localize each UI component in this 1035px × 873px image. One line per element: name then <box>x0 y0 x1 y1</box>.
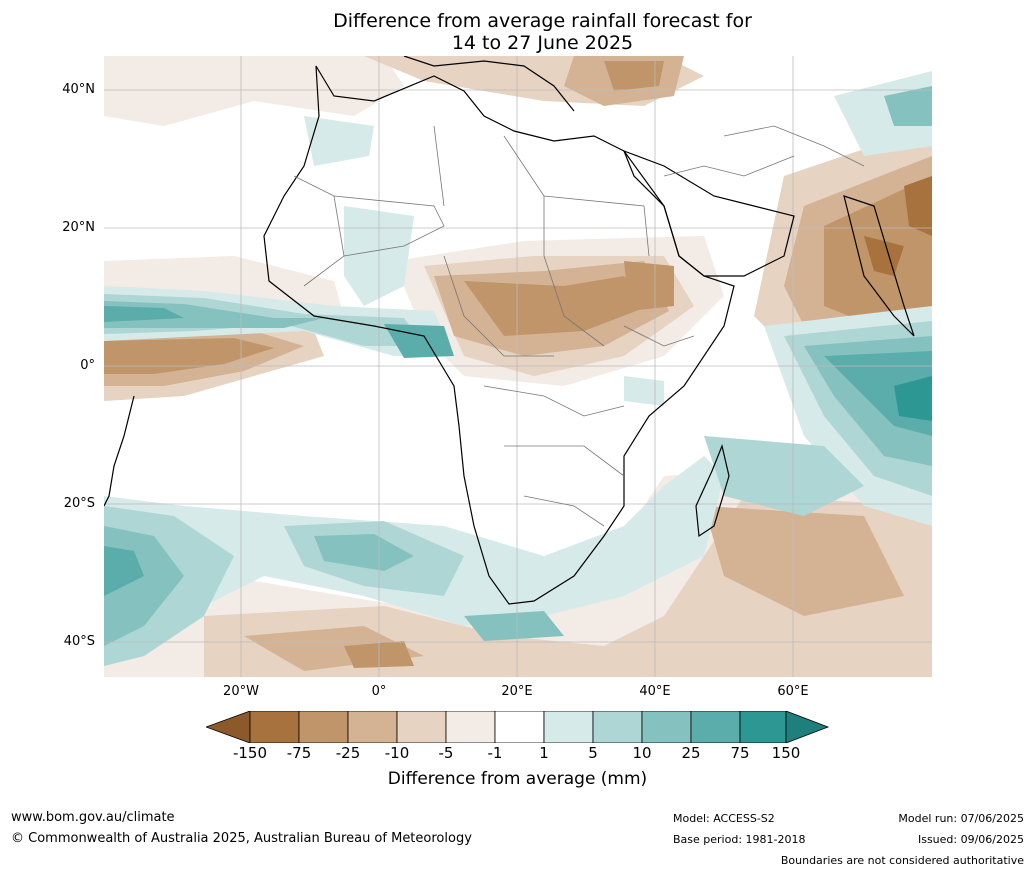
colorbar-swatch-2 <box>298 710 349 744</box>
colorbar-tick-3: -10 <box>384 744 410 762</box>
rainfall-anomaly-map <box>104 56 932 677</box>
colorbar-swatch-8 <box>592 710 643 744</box>
title-line-2: 14 to 27 June 2025 <box>451 32 634 54</box>
model-name: Model: ACCESS-S2 <box>673 812 775 825</box>
wetter-regions <box>104 71 932 666</box>
copyright-text: © Commonwealth of Australia 2025, Austra… <box>11 831 472 846</box>
colorbar-tick-9: 25 <box>681 744 701 762</box>
colorbar-tick-2: -25 <box>335 744 361 762</box>
x-label-20w: 20°W <box>223 684 259 699</box>
colorbar-swatch-3 <box>347 710 398 744</box>
country-borders <box>293 125 865 527</box>
website-link[interactable]: www.bom.gov.au/climate <box>11 810 175 825</box>
x-label-60e: 60°E <box>777 684 809 699</box>
colorbar-tick-1: -75 <box>286 744 312 762</box>
graticule <box>104 56 932 677</box>
y-label-0: 0° <box>80 358 95 373</box>
boundaries-disclaimer: Boundaries are not considered authoritat… <box>780 854 1024 867</box>
drier-regions <box>104 56 932 677</box>
y-label-20s: 20°S <box>63 496 95 511</box>
y-label-40n: 40°N <box>62 82 95 97</box>
title-line-1: Difference from average rainfall forecas… <box>333 10 752 32</box>
base-period: Base period: 1981-2018 <box>673 833 806 846</box>
colorbar-tick-5: -1 <box>487 744 503 762</box>
colorbar-swatch-10 <box>690 710 741 744</box>
colorbar <box>204 710 830 747</box>
colorbar-swatch-6 <box>494 710 545 744</box>
colorbar-tick-6: 1 <box>539 744 549 762</box>
colorbar-tick-10: 75 <box>730 744 750 762</box>
colorbar-swatch-1 <box>249 710 300 744</box>
map-canvas <box>104 56 932 677</box>
coastlines <box>104 56 915 605</box>
colorbar-swatch-7 <box>543 710 594 744</box>
colorbar-swatch-0 <box>204 710 251 744</box>
model-run-date: Model run: 07/06/2025 <box>898 812 1024 825</box>
colorbar-swatch-4 <box>396 710 447 744</box>
x-label-40e: 40°E <box>639 684 671 699</box>
colorbar-tick-8: 10 <box>632 744 652 762</box>
colorbar-title: Difference from average (mm) <box>387 769 648 789</box>
colorbar-tick-0: -150 <box>232 744 268 762</box>
colorbar-swatch-11 <box>739 710 787 744</box>
issued-date: Issued: 09/06/2025 <box>917 833 1024 846</box>
y-label-20n: 20°N <box>62 220 95 235</box>
x-label-0: 0° <box>371 684 387 699</box>
colorbar-tick-7: 5 <box>588 744 598 762</box>
colorbar-swatch-5 <box>445 710 496 744</box>
y-label-40s: 40°S <box>63 634 95 649</box>
colorbar-swatch-12 <box>785 710 830 744</box>
colorbar-swatches <box>204 710 830 744</box>
colorbar-tick-4: -5 <box>438 744 454 762</box>
colorbar-swatch-9 <box>641 710 692 744</box>
colorbar-tick-11: 150 <box>771 744 801 762</box>
map-title: Difference from average rainfall forecas… <box>0 10 1035 54</box>
x-label-20e: 20°E <box>501 684 533 699</box>
